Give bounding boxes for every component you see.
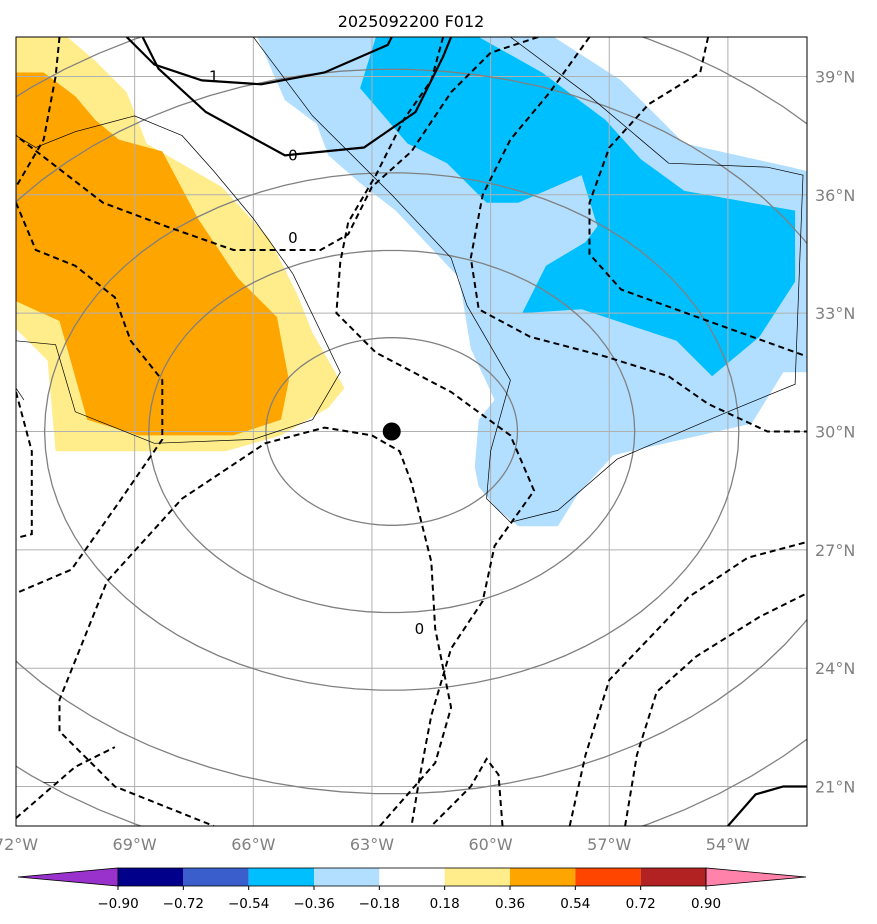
contour-label-2: 0 xyxy=(288,229,298,247)
lon-tick-label: 69°W xyxy=(113,835,157,854)
coastline-2 xyxy=(16,387,25,401)
colorbar-segment-8 xyxy=(575,868,641,886)
lat-tick-label: 21°N xyxy=(815,778,855,797)
contour-dashed-1 xyxy=(16,37,61,188)
colorbar-tick-label: 0.54 xyxy=(560,896,590,912)
coastline-1 xyxy=(253,37,804,523)
colorbar-segment-9 xyxy=(640,868,706,886)
range-ring-2 xyxy=(43,172,740,691)
coastline-0 xyxy=(16,115,341,444)
lon-tick-label: 60°W xyxy=(469,835,513,854)
contour-label-0: 1 xyxy=(209,67,219,85)
contour-dashed-3 xyxy=(16,746,116,819)
shaded-region-3 xyxy=(360,37,796,377)
shaded-region-2 xyxy=(257,37,807,527)
contour-dashed-0 xyxy=(16,202,164,595)
colorbar-segment-5 xyxy=(379,868,445,886)
contour-label-1: 0 xyxy=(288,146,298,164)
plot-content: 1 0 0 0 xyxy=(16,37,807,826)
contour-label-3: 0 xyxy=(415,620,425,638)
contour-solid-0 xyxy=(125,37,393,86)
colorbar-segment-4 xyxy=(314,868,380,886)
storm-center-marker xyxy=(382,422,401,441)
colorbar-tick-label: −0.54 xyxy=(228,896,269,912)
range-ring-1 xyxy=(148,249,636,614)
range-ring-0 xyxy=(265,337,519,526)
colorbar-segment-2 xyxy=(183,868,249,886)
axis-tick-labels: 72°W 69°W 66°W 63°W 60°W 57°W 54°W 21°N 24°N 27°N… xyxy=(0,67,855,854)
colorbar-tick-label: 0.72 xyxy=(626,896,656,912)
lat-tick-label: 33°N xyxy=(815,304,855,323)
contour-dashed-7 xyxy=(335,37,536,826)
colorbar-tick-label: 0.90 xyxy=(691,896,721,912)
lat-tick-label: 30°N xyxy=(815,423,855,442)
lon-tick-label: 57°W xyxy=(587,835,631,854)
range-ring-4 xyxy=(16,37,807,826)
colorbar-segment-6 xyxy=(444,868,510,886)
lat-tick-label: 27°N xyxy=(815,541,855,560)
shaded-region-1 xyxy=(16,72,289,436)
lat-tick-label: 39°N xyxy=(815,67,855,86)
chart-title: 2025092200 F012 xyxy=(338,12,485,31)
lon-tick-label: 63°W xyxy=(350,835,394,854)
contour-dashed-8 xyxy=(58,426,453,826)
lon-tick-label: 72°W xyxy=(0,835,38,854)
lat-tick-label: 24°N xyxy=(815,659,855,678)
contour-dashed-10 xyxy=(568,541,807,826)
colorbar-segment-1 xyxy=(118,868,184,886)
colorbar-segment-3 xyxy=(248,868,314,886)
contour-dashed-9 xyxy=(430,757,504,826)
range-ring-3 xyxy=(16,68,807,795)
colorbar-tick-label: −0.18 xyxy=(359,896,400,912)
colorbar-tick-label: 0.36 xyxy=(495,896,525,912)
contour-solid-1 xyxy=(141,37,453,157)
contour-dashed-11 xyxy=(624,592,807,826)
colorbar-tick-label: −0.36 xyxy=(293,896,334,912)
lon-tick-label: 54°W xyxy=(706,835,750,854)
colorbar-frame xyxy=(117,867,707,887)
colorbar-tick-label: −0.72 xyxy=(163,896,204,912)
colorbar-segment-7 xyxy=(510,868,576,886)
contour-solid-2 xyxy=(727,785,807,826)
colorbar-tick-label: −0.90 xyxy=(97,896,138,912)
contour-dashed-2 xyxy=(16,391,33,539)
lon-tick-label: 66°W xyxy=(231,835,275,854)
contour-dashed-4 xyxy=(16,37,539,251)
colorbar-extend-low xyxy=(17,867,119,887)
colorbar: −0.90 −0.72 −0.54 −0.36 −0.18 0.18 0.36 0.54 0.7… xyxy=(17,867,807,912)
lat-tick-label: 36°N xyxy=(815,186,855,205)
plot-frame xyxy=(15,36,808,827)
contour-dashed-6 xyxy=(588,37,807,358)
colorbar-extend-high xyxy=(705,867,807,887)
colorbar-tick-label: 0.18 xyxy=(430,896,460,912)
map-area: 1 0 0 0 xyxy=(15,36,808,827)
